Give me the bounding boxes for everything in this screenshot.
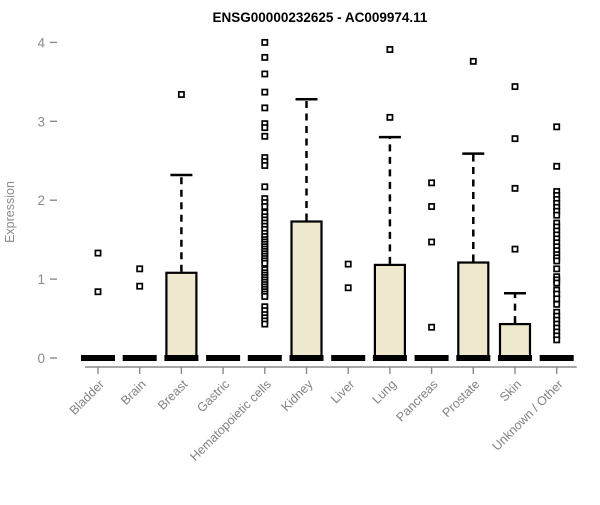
outlier-point — [261, 53, 269, 61]
outlier-point — [261, 320, 269, 328]
median-line — [81, 355, 115, 361]
median-line — [372, 355, 407, 361]
x-category-label: Brain — [118, 377, 149, 408]
x-category-label: Gastric — [194, 377, 232, 415]
boxplot-bladder — [81, 249, 115, 361]
y-axis-label: Expression — [3, 181, 17, 243]
x-category-label: Liver — [328, 377, 357, 406]
outlier-point — [511, 83, 519, 91]
median-line — [289, 355, 324, 361]
outlier-point — [261, 124, 269, 132]
median-line — [164, 355, 199, 361]
outlier-point — [553, 295, 561, 303]
x-category-label: Prostate — [440, 377, 483, 420]
box — [498, 322, 532, 360]
boxplot-hematopoietic-cells — [247, 38, 282, 361]
median-line — [331, 355, 366, 361]
plot-area: 0 1 2 3 4 Bladder Brain Breast GastricHematopoie… — [37, 35, 577, 464]
outlier-point — [261, 183, 269, 191]
outlier-point — [344, 284, 352, 292]
boxplot-gastric — [206, 355, 241, 361]
outlier-point — [261, 70, 269, 78]
x-category-label: Skin — [497, 377, 524, 404]
y-tick-label: 1 — [37, 272, 45, 287]
y-tick-label: 4 — [37, 35, 45, 50]
boxplot-skin — [498, 83, 532, 361]
outlier-point — [428, 323, 436, 331]
boxplot-kidney — [289, 97, 324, 361]
outlier-point — [428, 238, 436, 246]
outlier-point — [261, 203, 269, 210]
boxplot-breast — [164, 91, 199, 361]
outlier-point — [553, 123, 561, 131]
outlier-point — [94, 288, 102, 296]
box — [457, 261, 490, 360]
outlier-point — [177, 91, 185, 98]
outlier-point — [553, 257, 561, 265]
boxplot-pancreas — [414, 179, 449, 361]
median-line — [498, 355, 532, 361]
boxplot-prostate — [456, 57, 491, 361]
x-category-label: Bladder — [67, 377, 107, 417]
x-category-label: Pancreas — [393, 377, 440, 424]
outlier-point — [386, 113, 394, 121]
box — [373, 263, 406, 360]
boxplot-lung — [372, 46, 407, 361]
outlier-point — [428, 203, 436, 210]
outlier-point — [469, 57, 477, 65]
x-category-label: Kidney — [279, 377, 316, 414]
outlier-point — [136, 265, 144, 273]
outlier-point — [261, 104, 269, 112]
outlier-point — [511, 245, 519, 253]
boxplot-liver — [331, 260, 366, 361]
outlier-point — [553, 265, 561, 273]
median-line — [539, 355, 574, 361]
boxplot-brain — [122, 265, 157, 361]
box — [165, 271, 198, 360]
outlier-point — [553, 211, 561, 219]
outlier-point — [261, 259, 269, 267]
outlier-point — [511, 135, 519, 143]
outlier-point — [344, 260, 352, 268]
outlier-point — [261, 38, 269, 46]
x-category-label: Unknown / Other — [490, 377, 566, 453]
outlier-point — [386, 46, 394, 53]
y-tick-label: 2 — [37, 193, 45, 208]
y-tick-label: 3 — [37, 114, 45, 129]
boxplot-unknown-other — [539, 123, 574, 361]
box — [290, 220, 323, 360]
outlier-point — [553, 279, 561, 287]
outlier-point — [553, 162, 561, 170]
outlier-point — [428, 179, 436, 187]
median-line — [247, 355, 282, 361]
outlier-point — [261, 293, 269, 300]
outlier-point — [261, 162, 269, 169]
x-category-label: Hematopoietic cells — [187, 377, 274, 464]
y-tick-label: 0 — [37, 351, 45, 366]
median-line — [206, 355, 241, 361]
outlier-point — [261, 132, 269, 140]
chart-title: ENSG00000232625 - AC009974.11 — [213, 10, 428, 25]
x-category-label: Breast — [155, 377, 191, 413]
outlier-point — [261, 88, 269, 96]
outlier-point — [511, 184, 519, 192]
outlier-point — [94, 249, 102, 257]
median-line — [456, 355, 491, 361]
median-line — [122, 355, 157, 361]
outlier-point — [136, 282, 144, 290]
x-category-label: Lung — [369, 377, 399, 407]
outlier-point — [553, 336, 561, 344]
median-line — [414, 355, 449, 361]
outlier-point — [553, 300, 561, 308]
